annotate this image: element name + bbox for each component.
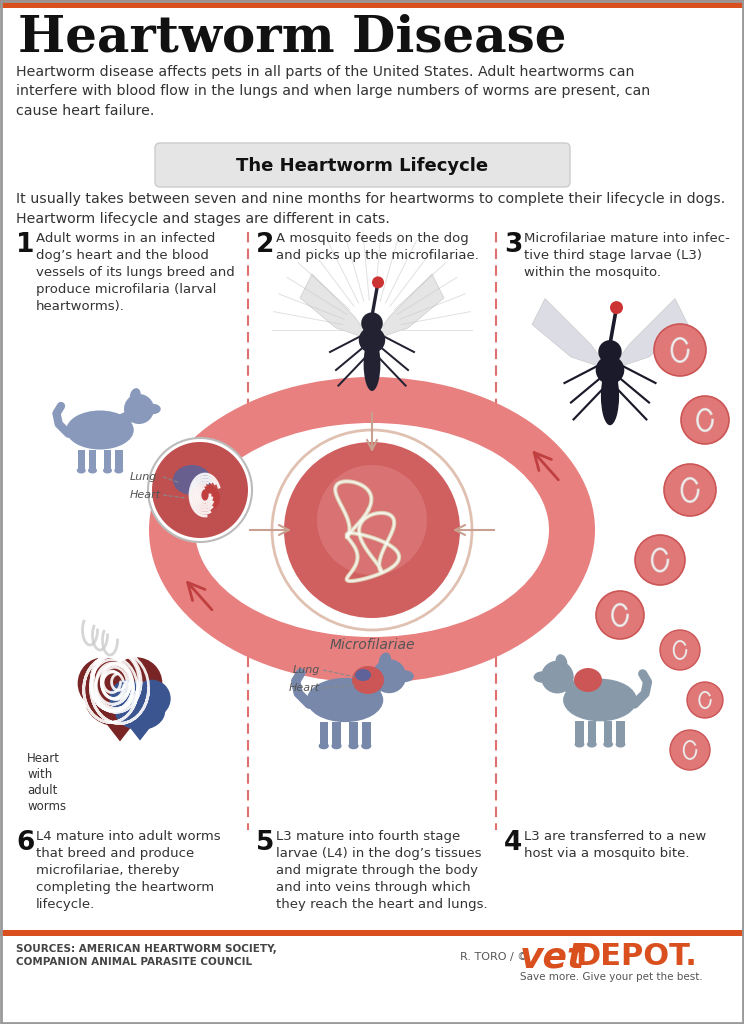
- Ellipse shape: [603, 741, 613, 748]
- Circle shape: [77, 657, 130, 710]
- Circle shape: [124, 394, 154, 424]
- Bar: [604, 721, 612, 744]
- Text: Heartworm Disease: Heartworm Disease: [18, 14, 566, 63]
- Circle shape: [359, 327, 385, 353]
- Text: Heart
with
adult
worms: Heart with adult worms: [27, 752, 66, 813]
- Bar: [89, 450, 96, 470]
- Circle shape: [133, 680, 170, 718]
- Ellipse shape: [115, 468, 124, 473]
- Circle shape: [317, 465, 427, 575]
- Ellipse shape: [361, 742, 371, 750]
- Text: L4 mature into adult worms
that breed and produce
microfilariae, thereby
complet: L4 mature into adult worms that breed an…: [36, 830, 221, 911]
- Ellipse shape: [533, 672, 551, 683]
- Text: Lung: Lung: [130, 472, 158, 482]
- Ellipse shape: [86, 675, 155, 727]
- Bar: [575, 721, 583, 744]
- Text: It usually takes between seven and nine months for heartworms to complete their : It usually takes between seven and nine …: [16, 193, 725, 225]
- Text: A mosquito feeds on the dog
and picks up the microfilariae.: A mosquito feeds on the dog and picks up…: [276, 232, 479, 262]
- Ellipse shape: [115, 692, 165, 730]
- Circle shape: [109, 680, 147, 718]
- Bar: [77, 450, 85, 470]
- Circle shape: [660, 630, 700, 670]
- Ellipse shape: [173, 465, 211, 495]
- Bar: [588, 721, 596, 744]
- Ellipse shape: [574, 668, 602, 692]
- Ellipse shape: [355, 669, 371, 681]
- Bar: [103, 450, 112, 470]
- Ellipse shape: [574, 741, 585, 748]
- Ellipse shape: [190, 484, 220, 512]
- Ellipse shape: [352, 666, 384, 694]
- Text: SOURCES: AMERICAN HEARTWORM SOCIETY,
COMPANION ANIMAL PARASITE COUNCIL: SOURCES: AMERICAN HEARTWORM SOCIETY, COM…: [16, 944, 277, 968]
- Ellipse shape: [307, 678, 383, 722]
- Ellipse shape: [601, 367, 619, 425]
- FancyBboxPatch shape: [155, 143, 570, 187]
- Bar: [115, 450, 123, 470]
- Circle shape: [361, 312, 383, 334]
- Circle shape: [598, 340, 622, 364]
- Ellipse shape: [587, 741, 597, 748]
- Ellipse shape: [129, 388, 141, 402]
- Circle shape: [654, 324, 706, 376]
- Bar: [0, 930, 744, 936]
- Text: L3 are transferred to a new
host via a mosquito bite.: L3 are transferred to a new host via a m…: [524, 830, 706, 860]
- Ellipse shape: [395, 671, 414, 682]
- Text: Microfilariae mature into infec-
tive third stage larvae (L3)
within the mosquit: Microfilariae mature into infec- tive th…: [524, 232, 730, 279]
- Circle shape: [372, 276, 384, 289]
- Circle shape: [372, 659, 406, 693]
- Bar: [0, 0, 744, 8]
- Ellipse shape: [77, 468, 86, 473]
- Ellipse shape: [348, 742, 359, 750]
- Polygon shape: [559, 680, 583, 693]
- Circle shape: [664, 464, 716, 516]
- Text: 4: 4: [504, 830, 522, 856]
- Ellipse shape: [88, 468, 97, 473]
- Text: 6: 6: [16, 830, 34, 856]
- Ellipse shape: [379, 652, 391, 670]
- Ellipse shape: [144, 403, 161, 415]
- Ellipse shape: [556, 654, 568, 671]
- Text: 1: 1: [16, 232, 34, 258]
- Ellipse shape: [364, 337, 380, 391]
- Ellipse shape: [615, 741, 626, 748]
- Text: 3: 3: [504, 232, 522, 258]
- Circle shape: [148, 438, 252, 542]
- Bar: [333, 722, 341, 745]
- Circle shape: [110, 657, 162, 710]
- Circle shape: [596, 355, 624, 384]
- Polygon shape: [80, 689, 161, 741]
- Text: Lung: Lung: [292, 665, 320, 675]
- Text: Save more. Give your pet the best.: Save more. Give your pet the best.: [520, 972, 703, 982]
- Bar: [349, 722, 358, 745]
- Text: The Heartworm Lifecycle: The Heartworm Lifecycle: [236, 157, 488, 175]
- Ellipse shape: [149, 377, 595, 683]
- Polygon shape: [610, 299, 688, 370]
- Polygon shape: [111, 702, 170, 740]
- Circle shape: [687, 682, 723, 718]
- Text: Heart: Heart: [289, 683, 320, 693]
- Text: R. TORO / ©: R. TORO / ©: [460, 952, 528, 962]
- Text: Adult worms in an infected
dog’s heart and the blood
vessels of its lungs breed : Adult worms in an infected dog’s heart a…: [36, 232, 235, 313]
- Circle shape: [610, 301, 623, 314]
- Text: Microfilariae: Microfilariae: [330, 638, 414, 652]
- Circle shape: [670, 730, 710, 770]
- Bar: [319, 722, 328, 745]
- Circle shape: [152, 442, 248, 538]
- Text: Heartworm disease affects pets in all parts of the United States. Adult heartwor: Heartworm disease affects pets in all pa…: [16, 65, 650, 118]
- Bar: [362, 722, 371, 745]
- Text: 2: 2: [256, 232, 275, 258]
- Ellipse shape: [318, 742, 329, 750]
- Circle shape: [272, 430, 472, 630]
- Polygon shape: [115, 412, 138, 424]
- Ellipse shape: [66, 411, 134, 450]
- Circle shape: [284, 442, 460, 618]
- Polygon shape: [362, 679, 388, 693]
- Ellipse shape: [563, 679, 637, 721]
- Bar: [616, 721, 625, 744]
- Text: DEPOT.: DEPOT.: [575, 942, 697, 971]
- Text: vet: vet: [520, 940, 586, 974]
- Circle shape: [635, 535, 685, 585]
- Polygon shape: [300, 274, 372, 340]
- Ellipse shape: [195, 423, 549, 637]
- Text: 5: 5: [256, 830, 275, 856]
